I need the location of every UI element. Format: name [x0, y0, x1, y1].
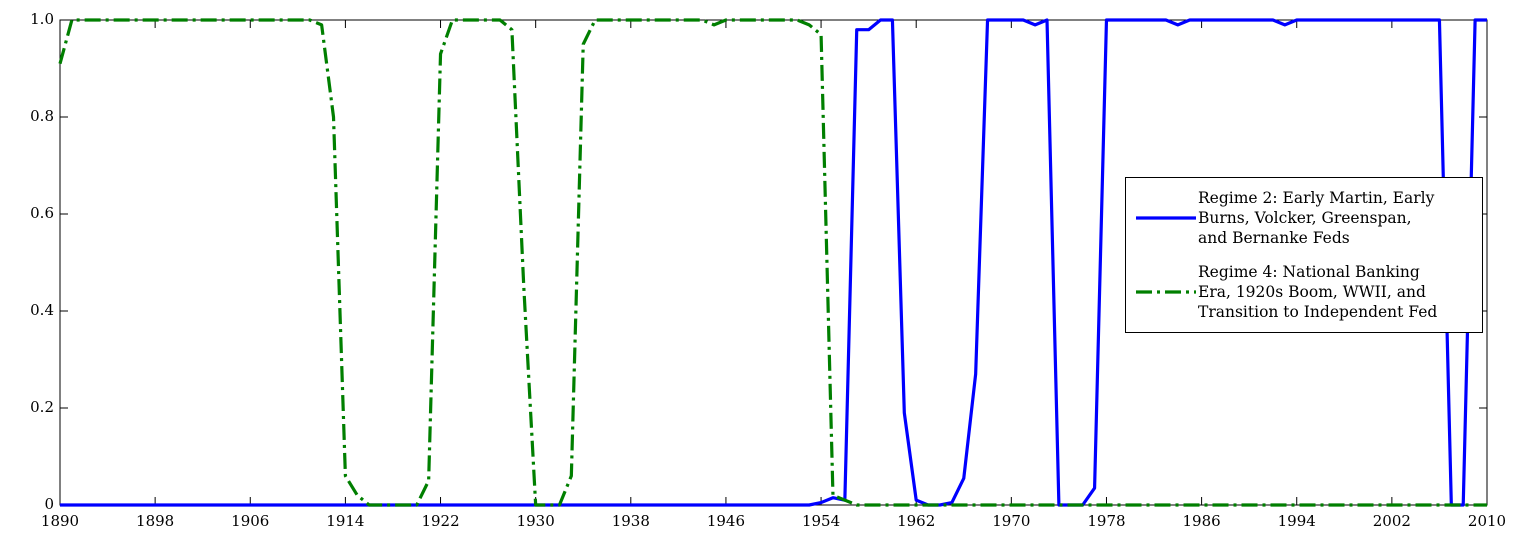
x-tick-label: 1962 — [897, 512, 935, 530]
x-tick-label: 1994 — [1278, 512, 1316, 530]
y-tick-label: 0.2 — [30, 398, 54, 416]
legend-label: Regime 2: Early Martin, Early Burns, Vol… — [1198, 189, 1435, 247]
legend-swatch — [1136, 216, 1196, 220]
y-tick-label: 0.8 — [30, 107, 54, 125]
x-tick-label: 1898 — [136, 512, 174, 530]
x-tick-label: 1970 — [992, 512, 1030, 530]
y-tick-label: 0 — [44, 495, 54, 513]
legend-entry: Regime 4: National Banking Era, 1920s Bo… — [1134, 262, 1474, 322]
x-tick-label: 1946 — [707, 512, 745, 530]
y-tick-label: 0.4 — [30, 301, 54, 319]
x-tick-label: 1906 — [231, 512, 269, 530]
legend-label: Regime 4: National Banking Era, 1920s Bo… — [1198, 263, 1438, 321]
y-tick-label: 1.0 — [30, 10, 54, 28]
x-tick-label: 1922 — [421, 512, 459, 530]
legend: Regime 2: Early Martin, Early Burns, Vol… — [1125, 177, 1483, 333]
y-tick-label: 0.6 — [30, 204, 54, 222]
x-tick-label: 1954 — [802, 512, 840, 530]
x-tick-label: 1914 — [326, 512, 364, 530]
x-tick-label: 2002 — [1373, 512, 1411, 530]
legend-swatch — [1136, 290, 1196, 294]
x-tick-label: 2010 — [1468, 512, 1506, 530]
series-line — [60, 18, 1487, 507]
x-tick-label: 1930 — [517, 512, 555, 530]
x-tick-label: 1890 — [41, 512, 79, 530]
x-tick-label: 1986 — [1183, 512, 1221, 530]
legend-entry: Regime 2: Early Martin, Early Burns, Vol… — [1134, 188, 1474, 248]
x-tick-label: 1978 — [1087, 512, 1125, 530]
x-tick-label: 1938 — [612, 512, 650, 530]
series-line — [58, 18, 1487, 507]
